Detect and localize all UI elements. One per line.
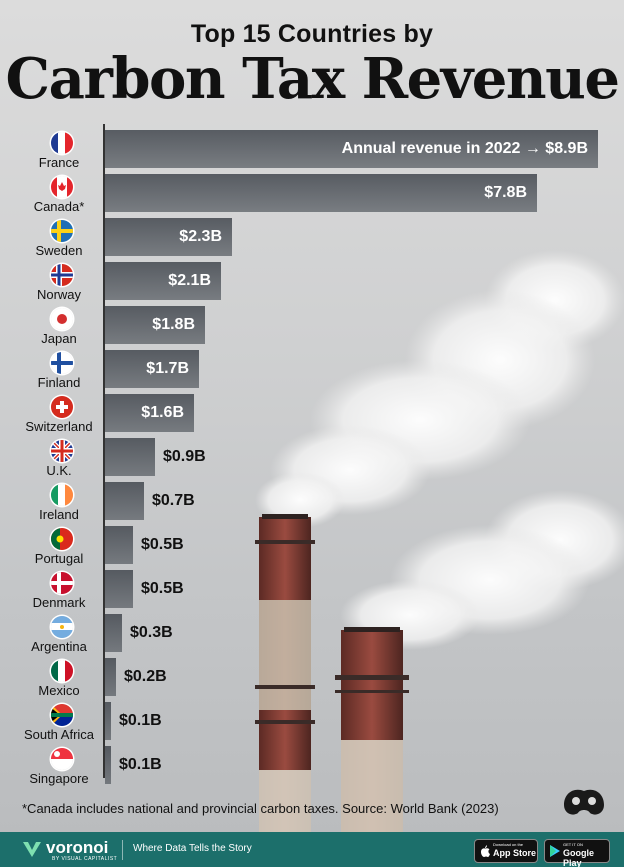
value-label: $2.1B: [168, 272, 211, 289]
category-label: Switzerland: [25, 419, 93, 434]
chart-title: Carbon Tax Revenue: [5, 46, 620, 112]
canada-flag-icon: [51, 176, 73, 198]
app-store-button[interactable]: Download on the App Store: [474, 839, 538, 863]
bar: [105, 702, 111, 740]
value-label: $0.1B: [119, 712, 162, 729]
bar: [105, 394, 194, 432]
sweden-flag-icon: [51, 220, 73, 242]
category-label: Finland: [37, 375, 81, 390]
denmark-flag-icon: [51, 572, 73, 594]
finland-flag-icon: [51, 352, 73, 374]
category-label: Canada*: [33, 199, 85, 214]
value-label: $0.3B: [130, 624, 173, 641]
value-label: $0.1B: [119, 756, 162, 773]
u-k-flag-icon: [51, 440, 73, 462]
bar: [105, 482, 144, 520]
footnote: *Canada includes national and provincial…: [22, 801, 499, 816]
value-label: $7.8B: [484, 184, 527, 201]
value-label: $1.6B: [141, 404, 184, 421]
bar: [105, 218, 232, 256]
bar: [105, 438, 155, 476]
app-store-small: Download on the: [493, 842, 524, 847]
footer-bar: voronoi BY VISUAL CAPITALIST Where Data …: [0, 832, 624, 867]
category-label: U.K.: [46, 463, 72, 478]
apple-icon: [481, 845, 490, 857]
category-label: Japan: [41, 331, 77, 346]
ireland-flag-icon: [51, 484, 73, 506]
bar: [105, 262, 221, 300]
bar: [105, 658, 116, 696]
footer-divider: [122, 840, 123, 860]
france-flag-icon: [51, 132, 73, 154]
value-label: $0.5B: [141, 580, 184, 597]
mexico-flag-icon: [51, 660, 73, 682]
portugal-flag-icon: [51, 528, 73, 550]
visual-capitalist-logo-icon: [564, 789, 604, 815]
category-label: Ireland: [39, 507, 79, 522]
category-label: Sweden: [35, 243, 83, 258]
switzerland-flag-icon: [51, 396, 73, 418]
category-label: Denmark: [32, 595, 86, 610]
singapore-flag-icon: [51, 748, 73, 770]
google-play-button[interactable]: GET IT ON Google Play: [544, 839, 610, 867]
brand-name: voronoi: [46, 838, 109, 857]
category-label: Singapore: [29, 771, 89, 786]
value-label: $0.9B: [163, 448, 206, 465]
value-label: Annual revenue in 2022 → $8.9B: [341, 140, 588, 157]
chart-subtitle: Top 15 Countries by: [190, 20, 434, 48]
bar: [105, 746, 111, 784]
google-play-icon: [550, 845, 560, 857]
category-label: Norway: [36, 287, 82, 302]
value-label: $1.8B: [152, 316, 195, 333]
bar: [105, 614, 122, 652]
category-label: France: [38, 155, 80, 170]
value-label: $0.7B: [152, 492, 195, 509]
category-label: Portugal: [34, 551, 84, 566]
app-store-label: App Store: [493, 848, 537, 858]
bar: [105, 570, 133, 608]
argentina-flag-icon: [51, 616, 73, 638]
bar: [105, 174, 537, 212]
value-label: $1.7B: [146, 360, 189, 377]
bar: [105, 130, 598, 168]
google-play-label: Google Play: [563, 848, 594, 867]
value-label: $0.5B: [141, 536, 184, 553]
brand-subtitle: BY VISUAL CAPITALIST: [52, 856, 118, 862]
voronoi-logo-icon: [23, 842, 41, 857]
tagline: Where Data Tells the Story: [133, 843, 252, 854]
value-label: $0.2B: [124, 668, 167, 685]
value-label: $2.3B: [179, 228, 222, 245]
japan-flag-icon: [51, 308, 73, 330]
axis-line: [103, 124, 105, 778]
bar: [105, 306, 205, 344]
google-play-small: GET IT ON: [563, 842, 583, 847]
norway-flag-icon: [51, 264, 73, 286]
category-label: Mexico: [38, 683, 80, 698]
category-label: Argentina: [31, 639, 87, 654]
bar: [105, 526, 133, 564]
category-label: South Africa: [23, 727, 95, 742]
south-africa-flag-icon: [51, 704, 73, 726]
bar: [105, 350, 199, 388]
